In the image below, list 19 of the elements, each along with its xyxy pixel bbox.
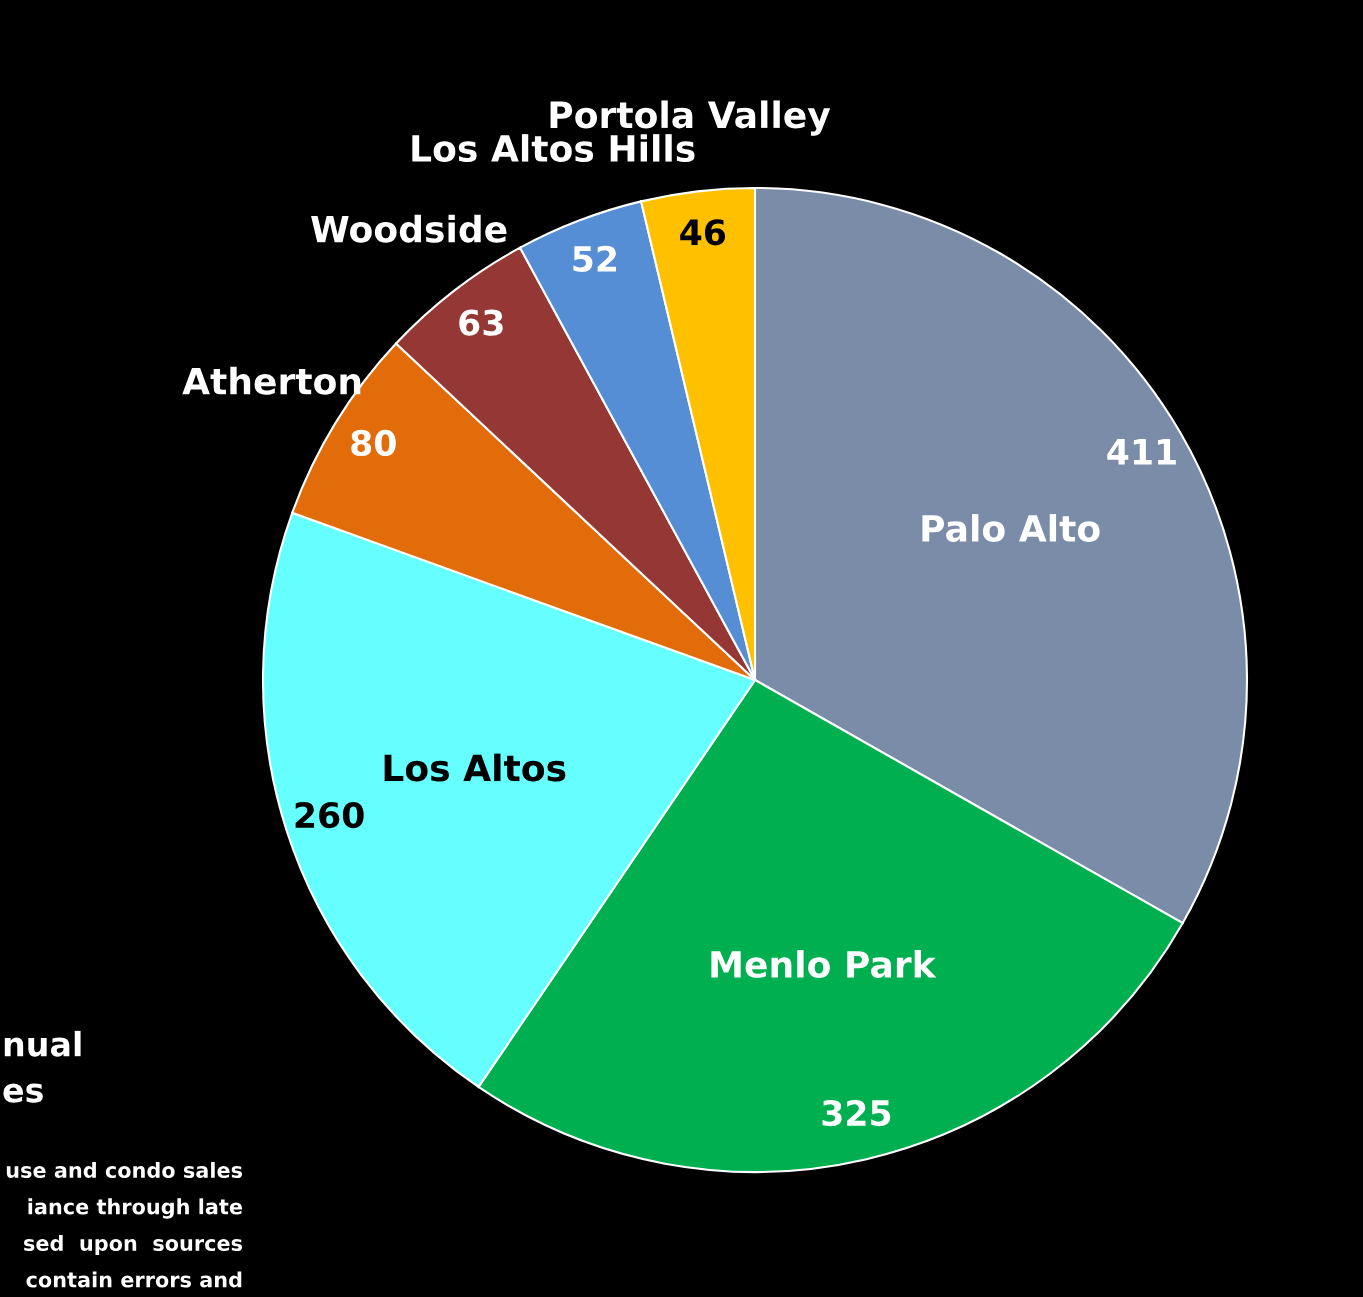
text: nual — [4, 1030, 81, 1057]
slice-label: Woodside — [311, 214, 507, 243]
text: es — [3, 1083, 43, 1103]
slice-label: Palo Alto — [922, 514, 1100, 543]
slice-label: Menlo Park — [711, 950, 937, 978]
data-label: 52 — [573, 245, 617, 272]
text: iance through late — [28, 1198, 242, 1219]
data-label: 325 — [822, 1099, 891, 1127]
data-label: 411 — [1107, 439, 1176, 465]
slice-label: Atherton — [182, 366, 361, 395]
text: use and condo sales — [6, 1161, 243, 1179]
text: sed upon sources — [24, 1234, 243, 1256]
text: contain errors and — [26, 1271, 242, 1288]
data-label: 260 — [295, 801, 364, 829]
data-label: 63 — [459, 309, 503, 336]
data-label: 80 — [351, 429, 396, 457]
slice-label: Los Altos — [384, 753, 566, 782]
data-label: 46 — [680, 219, 726, 246]
slice-label: Los Altos Hills — [412, 134, 695, 163]
